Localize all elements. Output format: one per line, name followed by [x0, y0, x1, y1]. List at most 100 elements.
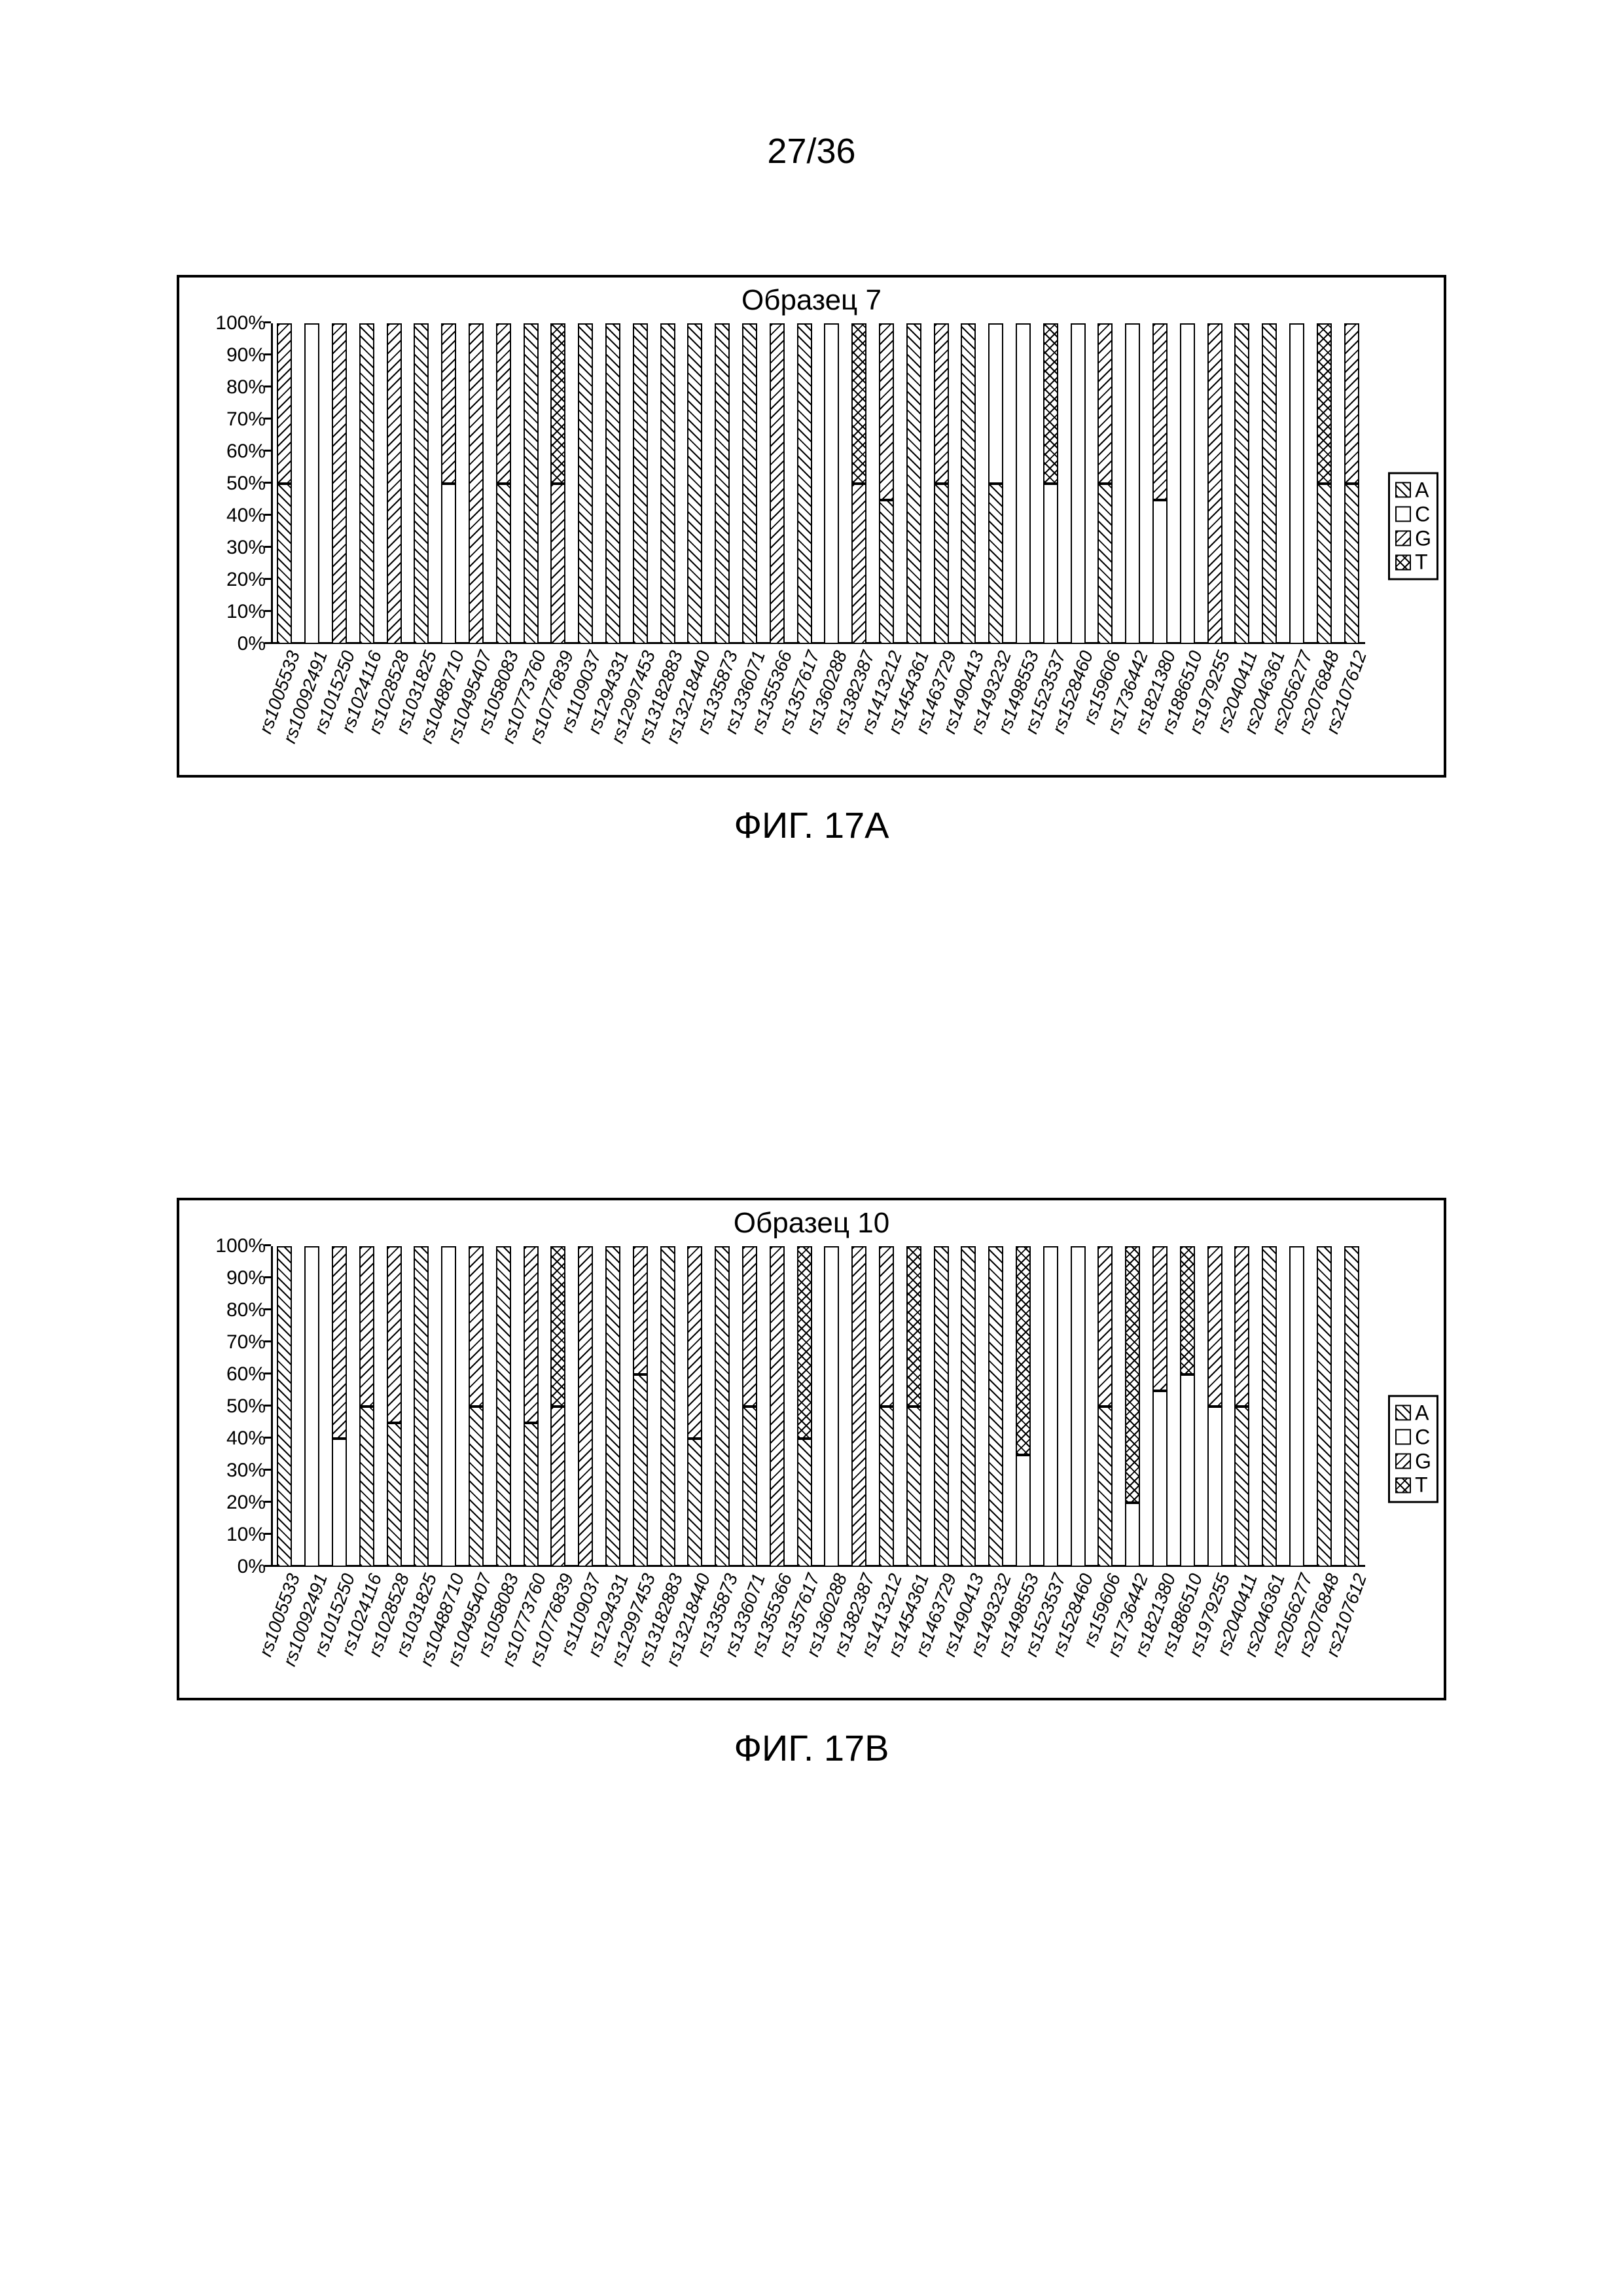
- y-tick-mark: [264, 1437, 271, 1439]
- bar: [1262, 323, 1277, 644]
- y-tick-mark: [264, 1308, 271, 1310]
- page-number: 27/36: [0, 131, 1623, 171]
- bar: [387, 323, 402, 644]
- bar: [934, 323, 949, 644]
- bar: [906, 323, 921, 644]
- bar-segment: [1016, 323, 1031, 644]
- bar-segment: [277, 323, 292, 484]
- bar-segment: [879, 1407, 894, 1567]
- bar-segment: [660, 1246, 675, 1567]
- bar-segment: [441, 323, 456, 484]
- bar: [524, 1246, 539, 1567]
- bar-segment: [934, 1246, 949, 1567]
- bar-segment: [633, 323, 648, 644]
- bar-segment: [1317, 1246, 1332, 1567]
- bar-segment: [1317, 323, 1332, 484]
- bar-segment: [1071, 323, 1086, 644]
- bar-segment: [1043, 484, 1058, 644]
- x-labels: rs1005533rs10092491rs1015250rs1024116rs1…: [271, 1567, 1365, 1698]
- bar-segment: [906, 1246, 921, 1407]
- bar-segment: [550, 1246, 565, 1407]
- plot-area: [271, 1246, 1365, 1567]
- bar: [469, 1246, 484, 1567]
- y-tick-label: 60%: [226, 1363, 266, 1386]
- bar-segment: [633, 1246, 648, 1374]
- y-tick-label: 20%: [226, 569, 266, 591]
- y-tick-label: 20%: [226, 1492, 266, 1514]
- bar-segment: [824, 323, 839, 644]
- bar: [1152, 1246, 1168, 1567]
- y-tick-mark: [264, 353, 271, 355]
- bar: [1234, 1246, 1249, 1567]
- bar-segment: [742, 1407, 757, 1567]
- y-tick-mark: [264, 482, 271, 484]
- bar: [1125, 323, 1140, 644]
- bar: [304, 1246, 319, 1567]
- bar-segment: [524, 1423, 539, 1568]
- legend-swatch: [1395, 554, 1411, 570]
- legend: ACGT: [1388, 472, 1438, 580]
- y-tick-mark: [264, 386, 271, 387]
- bar-segment: [524, 1246, 539, 1423]
- bar-segment: [332, 1246, 347, 1439]
- y-tick-label: 100%: [215, 312, 266, 334]
- bar: [578, 1246, 593, 1567]
- bar: [1289, 323, 1304, 644]
- y-tick-label: 10%: [226, 601, 266, 623]
- bar-segment: [851, 1246, 866, 1567]
- bar: [715, 323, 730, 644]
- bar: [1043, 1246, 1058, 1567]
- y-tick-mark: [264, 1276, 271, 1278]
- bar-segment: [550, 1407, 565, 1567]
- y-tick-mark: [264, 578, 271, 580]
- bar: [1262, 1246, 1277, 1567]
- bar-segment: [524, 323, 539, 644]
- bar: [660, 323, 675, 644]
- bar: [824, 1246, 839, 1567]
- y-tick-label: 60%: [226, 440, 266, 463]
- legend-item: C: [1395, 1425, 1431, 1449]
- y-tick-label: 100%: [215, 1235, 266, 1257]
- y-tick-label: 30%: [226, 1460, 266, 1482]
- bar-segment: [1234, 1246, 1249, 1407]
- bar: [742, 1246, 757, 1567]
- bar: [550, 1246, 565, 1567]
- bar-segment: [496, 484, 511, 644]
- bar-segment: [879, 500, 894, 645]
- bar-segment: [715, 323, 730, 644]
- bar-segment: [469, 1246, 484, 1407]
- legend-label: G: [1415, 526, 1431, 550]
- bar: [1097, 1246, 1113, 1567]
- bar-segment: [605, 323, 620, 644]
- bar-segment: [1152, 1391, 1168, 1568]
- bar-segment: [496, 323, 511, 484]
- bar: [304, 323, 319, 644]
- bar-segment: [1289, 323, 1304, 644]
- bar: [1289, 1246, 1304, 1567]
- bar-segment: [742, 1246, 757, 1407]
- bar: [1344, 323, 1359, 644]
- bar-segment: [1180, 323, 1195, 644]
- bar: [359, 1246, 374, 1567]
- bar-segment: [715, 1246, 730, 1567]
- bar-segment: [277, 1246, 292, 1567]
- bar-segment: [1071, 1246, 1086, 1567]
- y-tick-mark: [264, 1469, 271, 1471]
- bar: [414, 1246, 429, 1567]
- bar-segment: [1016, 1455, 1031, 1568]
- y-tick-mark: [264, 1565, 271, 1567]
- bar: [824, 323, 839, 644]
- bar-segment: [578, 323, 593, 644]
- bar-segment: [277, 484, 292, 644]
- chart-title: Образец 7: [179, 284, 1444, 317]
- bar: [1097, 323, 1113, 644]
- bar: [797, 323, 812, 644]
- bar: [879, 1246, 894, 1567]
- bar: [524, 323, 539, 644]
- bar-segment: [387, 323, 402, 644]
- bar: [414, 323, 429, 644]
- y-tick-mark: [264, 514, 271, 516]
- bar-segment: [1344, 484, 1359, 644]
- y-tick-mark: [264, 1405, 271, 1407]
- bar-segment: [1097, 323, 1113, 484]
